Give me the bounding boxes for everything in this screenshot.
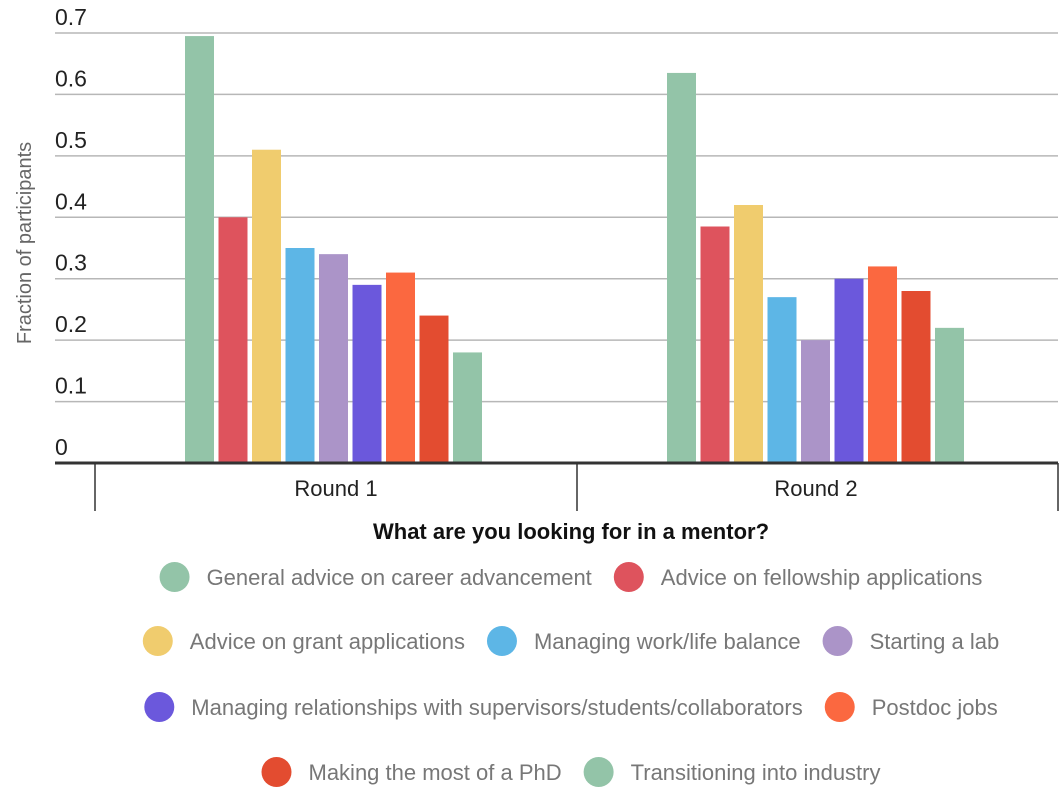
legend: General advice on career advancement Advi…	[142, 562, 1000, 787]
bar	[667, 72, 696, 463]
y-tick-label: 0	[55, 434, 68, 460]
bar	[700, 226, 730, 463]
legend-item: Advice on fellowship applications	[613, 562, 983, 592]
bar	[285, 248, 315, 463]
legend-label: Postdoc jobs	[872, 695, 998, 720]
legend-item: Making the most of a PhD	[261, 757, 562, 787]
y-tick-label: 0.4	[55, 188, 87, 214]
y-tick-label: 0.3	[55, 250, 87, 276]
bar	[935, 327, 964, 463]
x-axis-title: What are you looking for in a mentor?	[373, 519, 769, 544]
legend-item: Postdoc jobs	[824, 692, 998, 722]
bar	[767, 297, 797, 463]
y-tick-label: 0.6	[55, 65, 87, 91]
y-tick-label: 0.7	[55, 4, 87, 30]
legend-swatch	[159, 562, 190, 592]
legend-swatch	[144, 692, 175, 722]
legend-label: Making the most of a PhD	[309, 760, 562, 785]
y-tick-label: 0.1	[55, 373, 87, 399]
legend-swatch	[822, 626, 853, 656]
legend-label: Starting a lab	[870, 629, 1000, 654]
legend-item: Advice on grant applications	[142, 626, 465, 656]
legend-swatch	[824, 692, 855, 722]
legend-swatch	[261, 757, 292, 787]
legend-item: Starting a lab	[822, 626, 1000, 656]
bar	[834, 278, 864, 463]
y-tick-label: 0.5	[55, 127, 87, 153]
bar	[319, 254, 348, 463]
bar	[453, 352, 482, 463]
legend-label: Advice on fellowship applications	[661, 565, 983, 590]
legend-label: Managing relationships with supervisors/…	[191, 695, 802, 720]
bar	[386, 272, 415, 463]
category-label: Round 1	[294, 476, 377, 501]
bar	[252, 149, 281, 463]
bar	[218, 217, 248, 463]
bar	[901, 291, 931, 463]
legend-swatch	[142, 626, 173, 656]
category-labels: Round 1 Round 2	[294, 476, 857, 501]
bar	[185, 36, 214, 463]
bar	[419, 315, 449, 463]
category-label: Round 2	[774, 476, 857, 501]
legend-item: Managing relationships with supervisors/…	[144, 692, 803, 722]
legend-label: Advice on grant applications	[190, 629, 465, 654]
legend-label: General advice on career advancement	[207, 565, 592, 590]
bars	[185, 36, 964, 463]
legend-item: Transitioning into industry	[583, 757, 881, 787]
y-tick-labels: 0 0.1 0.2 0.3 0.4 0.5 0.6 0.7	[55, 4, 87, 460]
bar	[801, 340, 830, 463]
y-tick-label: 0.2	[55, 311, 87, 337]
y-axis-title: Fraction of participants	[14, 142, 36, 344]
bar	[734, 205, 763, 463]
legend-item: General advice on career advancement	[159, 562, 592, 592]
x-axis	[55, 461, 1059, 511]
legend-swatch	[613, 562, 644, 592]
legend-swatch	[486, 626, 517, 656]
legend-swatch	[583, 757, 614, 787]
bar	[352, 284, 382, 463]
bar	[868, 266, 897, 463]
legend-item: Managing work/life balance	[486, 626, 801, 656]
legend-label: Managing work/life balance	[534, 629, 801, 654]
legend-label: Transitioning into industry	[631, 760, 881, 785]
